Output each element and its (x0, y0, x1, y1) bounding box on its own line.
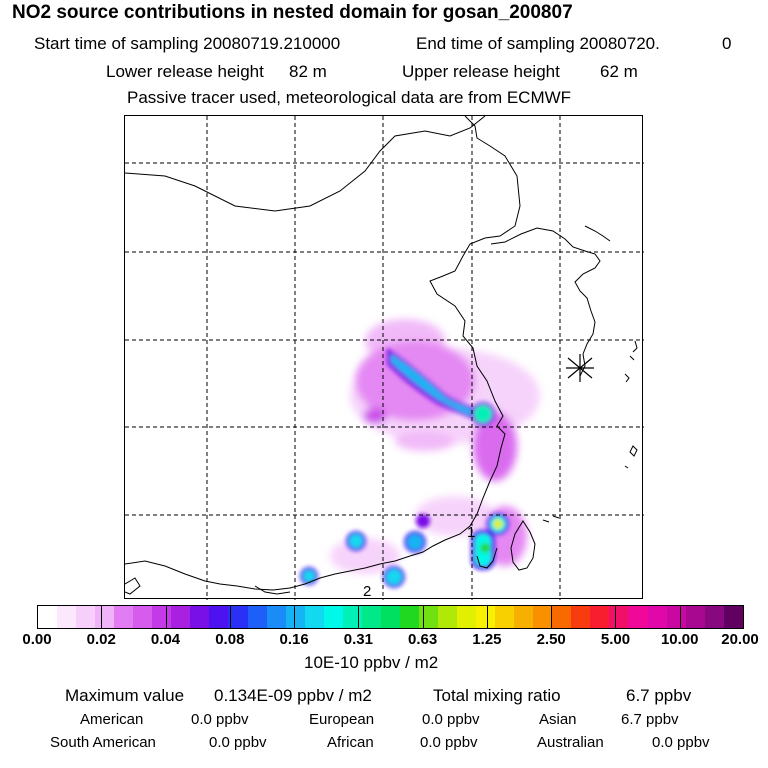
colorbar-segment (304, 606, 324, 628)
plot-title: NO2 source contributions in nested domai… (12, 2, 573, 23)
point-label-1: 1 (467, 524, 475, 541)
colorbar-segment (533, 606, 553, 628)
lat-lon-grid (125, 116, 644, 600)
colorbar-segment (399, 606, 419, 628)
colorbar-tick-label: 0.02 (86, 631, 116, 648)
colorbar-tick-label: 2.50 (536, 631, 566, 648)
colorbar-tick-label: 0.16 (279, 631, 309, 648)
colorbar-tick-mark (615, 605, 617, 629)
receptor-star-icon (566, 354, 594, 382)
colorbar-unit: 10E-10 ppbv / m2 (304, 653, 439, 672)
colorbar-segment (628, 606, 648, 628)
colorbar-segment (514, 606, 534, 628)
upper-height-value: 62 m (600, 62, 638, 81)
colorbar-tick-mark (229, 605, 231, 629)
coastlines (125, 116, 638, 595)
colorbar-segment (152, 606, 172, 628)
colorbar-tick-label: 20.00 (721, 631, 759, 648)
colorbar-tick-mark (422, 605, 424, 629)
end-time-label: End time of sampling 20080720. (416, 34, 660, 53)
colorbar-segment (552, 606, 572, 628)
map-canvas: 1 2 (125, 116, 644, 600)
region-name-african: African (327, 734, 374, 751)
concentration-field (300, 319, 540, 588)
upper-height-label: Upper release height (402, 62, 560, 81)
colorbar-segment (228, 606, 248, 628)
region-value-african: 0.0 ppbv (420, 734, 478, 751)
colorbar-segment (590, 606, 610, 628)
colorbar-segment (114, 606, 134, 628)
colorbar-segment (76, 606, 96, 628)
colorbar-segment (685, 606, 705, 628)
colorbar-tick-label: 1.25 (472, 631, 502, 648)
lower-height-label: Lower release height (106, 62, 264, 81)
region-value-australian: 0.0 ppbv (652, 734, 710, 751)
colorbar-segment (190, 606, 210, 628)
region-value-european: 0.0 ppbv (422, 711, 480, 728)
colorbar-segment (437, 606, 458, 628)
colorbar-segment (418, 606, 438, 628)
lower-height-value: 82 m (289, 62, 327, 81)
map-panel: 1 2 (124, 115, 644, 600)
colorbar-segment (133, 606, 153, 628)
colorbar-segment (495, 606, 515, 628)
region-name-american: American (80, 711, 144, 728)
region-value-south-american: 0.0 ppbv (209, 734, 267, 751)
colorbar-segment (457, 606, 477, 628)
colorbar-tick-label: 0.00 (22, 631, 52, 648)
colorbar-segment (247, 606, 267, 628)
colorbar-segment (476, 606, 496, 628)
start-time-label: Start time of sampling 20080719.210000 (34, 34, 341, 53)
colorbar-segment (704, 606, 724, 628)
colorbar-tick-label: 0.04 (150, 631, 181, 648)
colorbar-tick-label: 10.00 (660, 631, 699, 648)
colorbar-segment (361, 606, 381, 628)
colorbar-segment (285, 606, 305, 628)
end-time-hour: 0 (722, 34, 732, 53)
colorbar-segment (723, 606, 743, 628)
point-label-2: 2 (363, 583, 371, 600)
total-mixing-value: 6.7 ppbv (626, 686, 692, 705)
colorbar-segment (666, 606, 686, 628)
colorbar-tick-label: 5.00 (600, 631, 631, 648)
colorbar-tick-mark (358, 605, 360, 629)
region-name-asian: Asian (539, 711, 577, 728)
colorbar-segment (171, 606, 191, 628)
colorbar-tick-label: 0.08 (215, 631, 245, 648)
region-value-asian: 6.7 ppbv (621, 711, 679, 728)
colorbar-tick-mark (101, 605, 103, 629)
colorbar-segment (38, 606, 58, 628)
region-name-european: European (309, 711, 375, 728)
tracer-note: Passive tracer used, meteorological data… (127, 88, 572, 107)
colorbar-tick-mark (486, 605, 488, 629)
max-value: 0.134E-09 ppbv / m2 (214, 686, 372, 705)
colorbar-segment (609, 606, 629, 628)
colorbar-segment (571, 606, 591, 628)
colorbar-tick-mark (294, 605, 296, 629)
colorbar-tick-mark (679, 605, 681, 629)
total-mixing-label: Total mixing ratio (433, 686, 561, 705)
region-name-south-american: South American (50, 734, 156, 751)
colorbar-tick-label: 0.31 (343, 631, 373, 648)
colorbar-segment (266, 606, 286, 628)
colorbar-segment (380, 606, 400, 628)
colorbar (37, 605, 744, 629)
colorbar-segment (95, 606, 115, 628)
colorbar-segment (647, 606, 667, 628)
region-value-american: 0.0 ppbv (191, 711, 249, 728)
max-value-label: Maximum value (65, 686, 185, 705)
colorbar-tick-mark (551, 605, 553, 629)
colorbar-segment (57, 606, 77, 628)
colorbar-segment (342, 606, 362, 628)
region-name-australian: Australian (537, 734, 604, 751)
colorbar-tick-mark (165, 605, 167, 629)
colorbar-tick-label: 0.63 (408, 631, 438, 648)
colorbar-segment (209, 606, 229, 628)
colorbar-segment (323, 606, 343, 628)
